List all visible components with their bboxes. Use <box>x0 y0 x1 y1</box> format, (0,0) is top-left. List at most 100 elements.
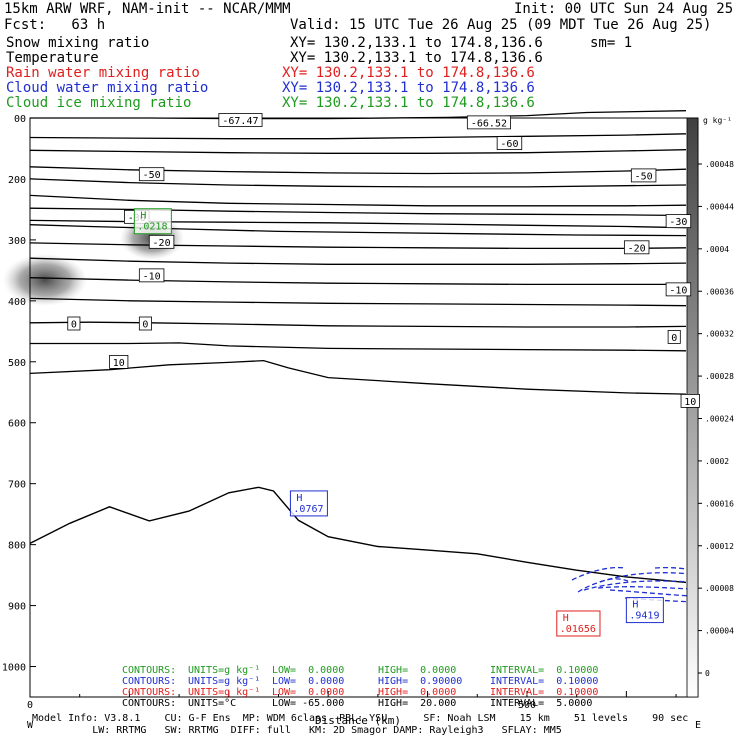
west-label: W <box>27 720 34 731</box>
contour-label: -66.52 <box>471 118 507 129</box>
y-tick-label: 600 <box>8 419 26 430</box>
contour-info-label: CONTOURS: <box>122 665 177 676</box>
colorbar-tick-label: .00016 <box>705 499 734 508</box>
contour-info-interval: INTERVAL= 0.10000 <box>490 687 599 698</box>
contour-label-box <box>630 168 657 183</box>
contour-label: -50 <box>143 170 161 181</box>
physics-info: LW: RRTMG SW: RRTMG DIFF: full KM: 2D Sm… <box>32 725 562 736</box>
colorbar-tick-label: .00044 <box>705 202 734 211</box>
temperature-contour <box>29 224 687 237</box>
contour-label-box <box>665 282 692 297</box>
max-value: .0218 <box>137 222 167 233</box>
contour-label-box <box>665 214 692 229</box>
init-time: Init: 00 UTC Sun 24 Aug 25 <box>514 1 734 17</box>
contour-label: -10 <box>143 271 161 282</box>
contour-label-box <box>67 316 81 331</box>
field-xy: XY= 130.2,133.1 to 174.8,136.6 <box>282 80 535 96</box>
cloud-water-contour <box>599 578 629 583</box>
colorbar-tick-label: .00024 <box>705 415 734 424</box>
contour-label: -60 <box>500 139 518 150</box>
max-label-box <box>289 490 328 517</box>
contour-info-high: HIGH= 0.0000 <box>378 687 457 698</box>
temperature-contour <box>29 359 687 395</box>
contour-label: -30 <box>669 217 687 228</box>
model-info: Model Info: V3.8.1 CU: G-F Ens MP: WDM 6… <box>32 713 689 724</box>
contour-label: -50 <box>635 171 653 182</box>
contour-info-high: HIGH= 0.90000 <box>378 676 463 687</box>
colorbar-tick-label: .00028 <box>705 372 734 381</box>
max-letter: H <box>632 600 638 611</box>
temperature-contour <box>29 133 687 140</box>
cloud-water-contour <box>597 586 693 590</box>
colorbar-tick-label: .0004 <box>705 245 729 254</box>
contour-info-units: UNITS=g kg⁻¹ <box>188 687 261 698</box>
temperature-contour <box>30 342 687 352</box>
contour-label: -20 <box>153 238 171 249</box>
temperature-contour <box>29 166 687 175</box>
colorbar-tick-label: .00012 <box>705 542 734 551</box>
contour-info-high: HIGH= 20.000 <box>378 698 457 709</box>
max-label-box <box>133 208 172 235</box>
x-axis-label: Distance (km) <box>315 714 401 727</box>
max-letter: H <box>296 493 302 504</box>
max-letter: H <box>563 613 569 624</box>
field-name: Cloud water mixing ratio <box>6 80 209 96</box>
field-xy: XY= 130.2,133.1 to 174.8,136.6 <box>290 35 543 51</box>
colorbar-tick-label: .00004 <box>705 627 734 636</box>
colorbar-tick-label: .00036 <box>705 287 734 296</box>
forecast-hour: Fcst: 63 h <box>4 17 106 33</box>
temperature-contour <box>29 321 687 328</box>
contour-info-low: LOW= 0.0000 <box>272 676 345 687</box>
contour-info-units: UNITS=°C <box>188 698 237 709</box>
y-tick-label: 800 <box>8 541 26 552</box>
colorbar-tick-label: .00008 <box>705 584 734 593</box>
field-xy: XY= 130.2,133.1 to 174.8,136.6 <box>282 95 535 111</box>
contour-label-box <box>109 354 129 369</box>
temperature-contour <box>29 242 687 250</box>
cloud-water-contour <box>609 589 693 597</box>
contour-info-label: CONTOURS: <box>122 698 177 709</box>
contour-label: -20 <box>628 243 646 254</box>
contour-info-interval: INTERVAL= 0.10000 <box>490 676 599 687</box>
y-tick-label: 200 <box>8 175 26 186</box>
max-label-box <box>625 597 664 624</box>
temperature-contour <box>29 194 687 207</box>
y-tick-label: 700 <box>8 480 26 491</box>
y-tick-label: 900 <box>8 602 26 613</box>
contour-info-low: LOW= 0.0000 <box>272 665 345 676</box>
temperature-contour <box>30 110 687 120</box>
field-name: Cloud ice mixing ratio <box>6 95 192 111</box>
cloud-water-contour <box>571 566 626 581</box>
model-title: 15km ARW WRF, NAM-init -- NCAR/MMM <box>4 1 291 17</box>
temperature-contour <box>29 277 686 286</box>
max-label-box <box>556 610 601 637</box>
contour-label: -67.47 <box>222 116 258 127</box>
contour-info-low: LOW= 0.0000 <box>272 687 345 698</box>
y-tick-label: 1000 <box>2 663 26 674</box>
contour-info-units: UNITS=g kg⁻¹ <box>188 676 261 687</box>
valid-time: Valid: 15 UTC Tue 26 Aug 25 (09 MDT Tue … <box>290 17 712 33</box>
field-name: Rain water mixing ratio <box>6 65 200 81</box>
contour-label: 10 <box>684 397 696 408</box>
east-label: E <box>695 720 701 731</box>
cloud-water-contours <box>571 566 695 603</box>
y-tick-label: 00 <box>14 114 26 125</box>
contour-label: -10 <box>669 285 687 296</box>
contour-label: 0 <box>671 333 677 344</box>
cloud-water-contour <box>583 580 691 591</box>
temperature-contour <box>29 257 687 265</box>
contour-label-box <box>148 234 175 249</box>
max-value: .01656 <box>560 624 596 635</box>
contour-label-box <box>138 268 165 283</box>
max-value: .0767 <box>293 504 323 515</box>
max-value: .9419 <box>629 611 659 622</box>
max-letter: H <box>140 211 146 222</box>
contour-label: 10 <box>113 358 125 369</box>
contour-label: 0 <box>71 320 77 331</box>
y-tick-label: 500 <box>8 358 26 369</box>
x-tick-label: 500 <box>518 700 536 711</box>
contour-label-box <box>680 394 700 408</box>
